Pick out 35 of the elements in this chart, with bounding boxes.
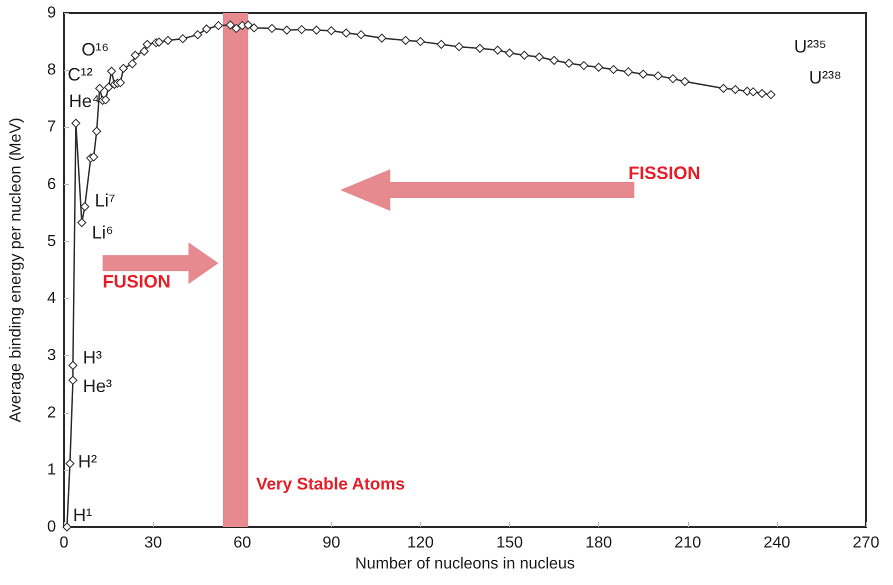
annotation: He³	[82, 376, 112, 396]
y-tick-label: 5	[47, 232, 56, 250]
annotation: H²	[78, 452, 97, 472]
y-tick-label: 1	[47, 461, 56, 478]
annotation: Li⁶	[92, 222, 114, 243]
x-tick-label: 90	[322, 534, 340, 552]
x-tick-label: 150	[496, 534, 523, 552]
annotation: FISSION	[628, 162, 700, 183]
x-tick-label: 270	[852, 534, 880, 552]
annotation: FUSION	[102, 271, 171, 292]
annotation: Li⁷	[94, 190, 116, 211]
y-tick-label: 2	[47, 404, 56, 422]
band-label: Very Stable Atoms	[256, 474, 405, 494]
y-axis-title: Average binding energy per nucleon (MeV)	[8, 118, 24, 422]
x-tick-label: 180	[585, 534, 612, 552]
x-tick-label: 240	[764, 534, 790, 552]
annotation: O¹⁶	[82, 39, 109, 60]
x-tick-label: 60	[233, 534, 252, 552]
annotation: C¹²	[68, 64, 93, 84]
y-tick-label: 0	[47, 518, 56, 536]
y-tick-label: 9	[47, 4, 56, 22]
x-tick-label: 30	[144, 534, 162, 552]
x-tick-label: 120	[407, 534, 434, 552]
x-axis-title: Number of nucleons in nucleus	[355, 555, 575, 572]
y-tick-label: 4	[47, 290, 56, 308]
x-tick-label: 210	[674, 534, 702, 552]
y-tick-label: 6	[47, 176, 56, 193]
annotation: U²³⁸	[808, 68, 842, 88]
y-tick-label: 7	[47, 118, 56, 136]
annotation: H¹	[72, 505, 92, 525]
x-tick-label: 0	[60, 534, 69, 552]
annotation: U²³⁵	[794, 36, 826, 57]
y-tick-label: 8	[47, 62, 56, 79]
y-tick-label: 3	[47, 347, 56, 364]
annotation: H³	[82, 347, 102, 368]
